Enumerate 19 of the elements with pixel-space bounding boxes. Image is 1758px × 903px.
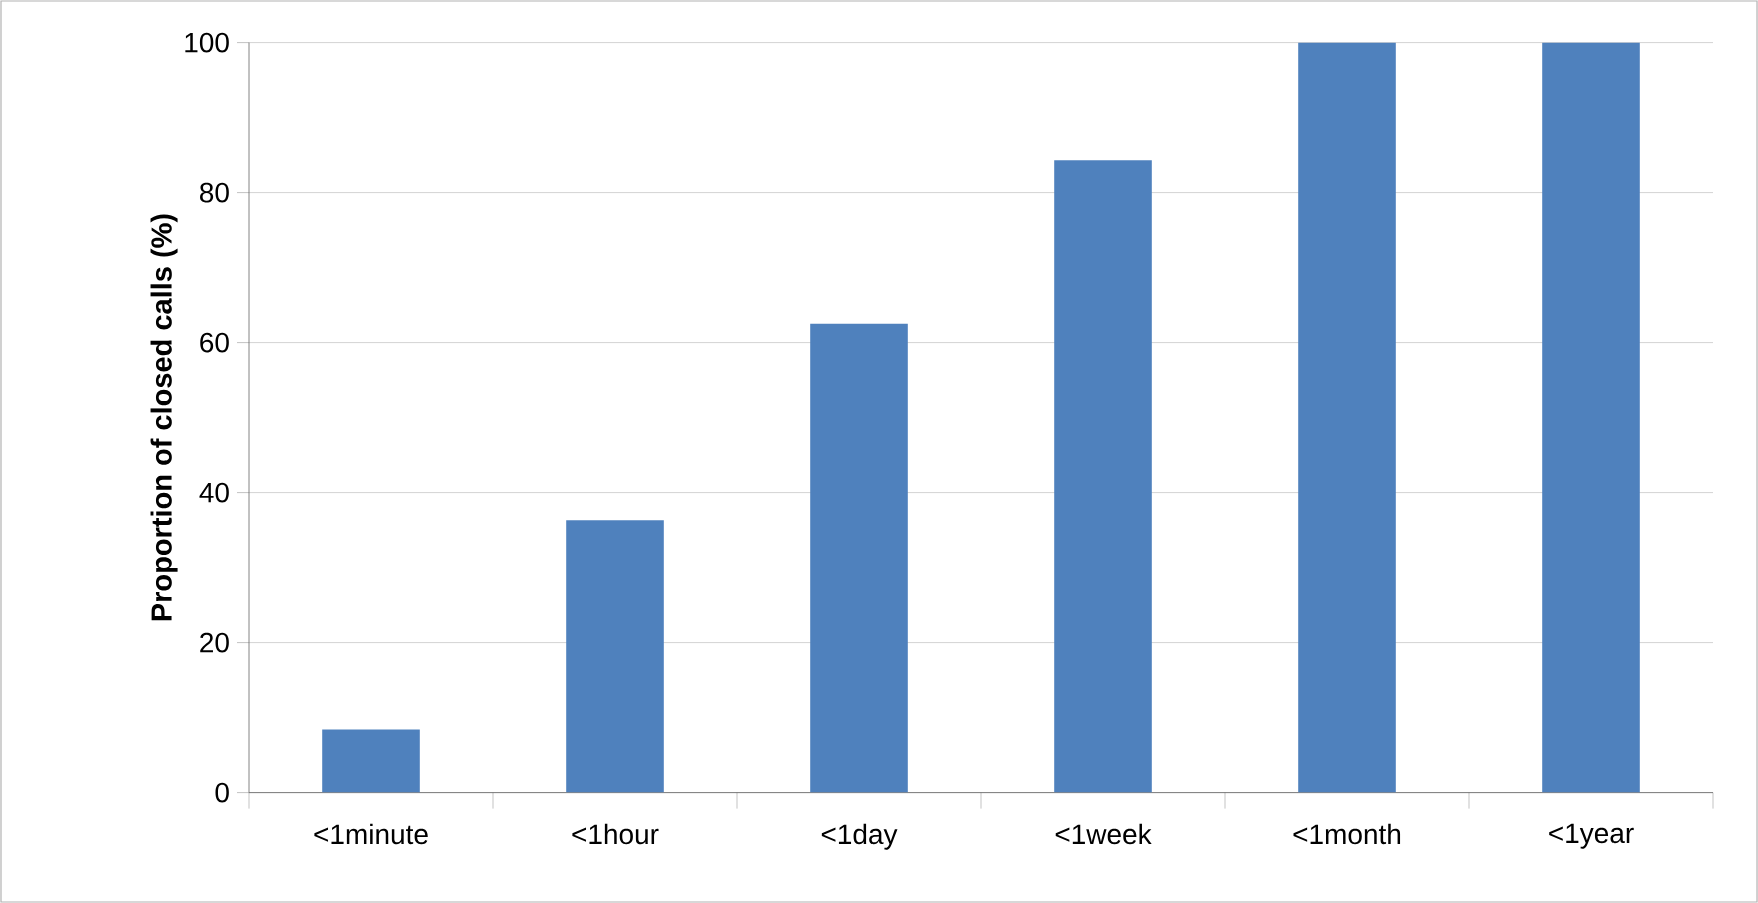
bar [322, 729, 420, 793]
y-tick-label: 60 [200, 332, 229, 353]
y-tick-label: 0 [215, 782, 229, 803]
x-tick-label: <1minute [314, 823, 428, 845]
x-tick-label: <1hour [572, 823, 659, 845]
y-tick-label: 80 [200, 182, 229, 203]
x-tick-label: <1day [821, 823, 898, 850]
bar [810, 323, 908, 793]
y-tick-label: 20 [200, 632, 229, 653]
y-axis-title: Proportion of closed calls (%) [150, 214, 178, 621]
bar [1054, 160, 1152, 793]
bar [1298, 42, 1396, 793]
bar [1542, 42, 1640, 793]
x-tick-label: <1week [1055, 823, 1152, 845]
x-tick-label: <1year [1549, 823, 1634, 849]
y-tick-label: 40 [199, 482, 229, 503]
x-tick-label: <1month [1293, 823, 1401, 845]
y-tick-label: 100 [185, 32, 229, 53]
bar [566, 520, 664, 793]
